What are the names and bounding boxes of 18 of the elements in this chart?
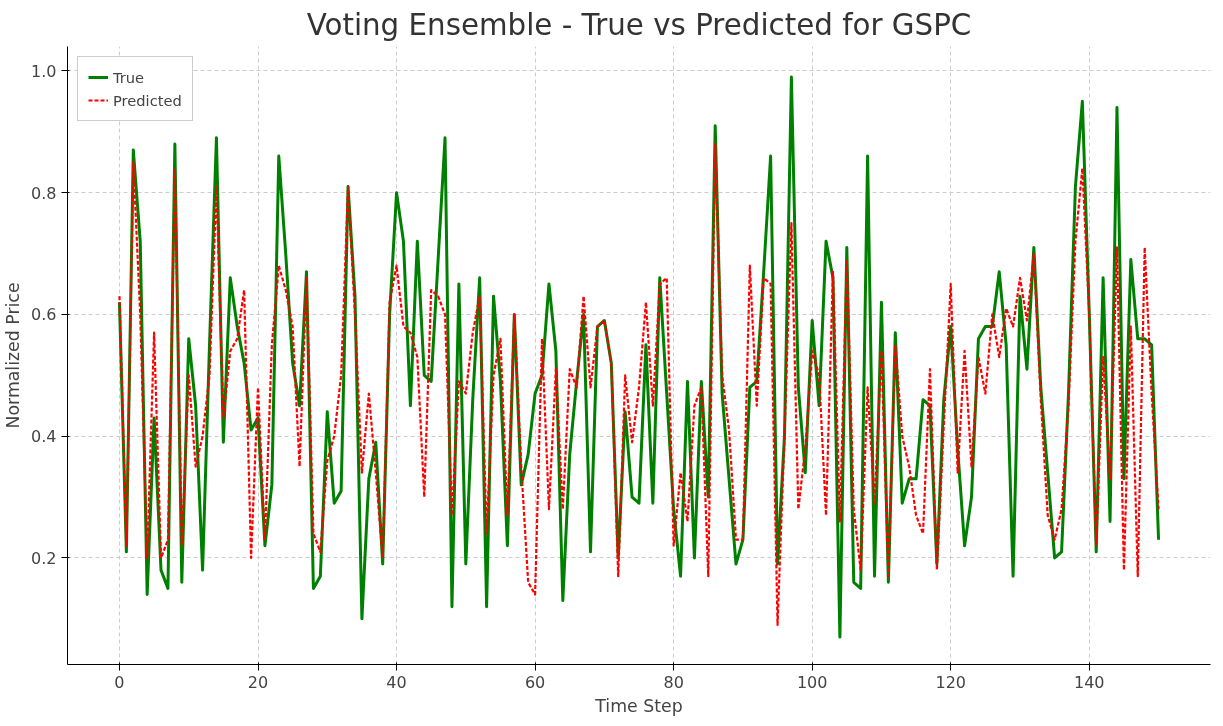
x-tick-label: 0 (114, 672, 125, 692)
x-tick-label: 80 (663, 672, 684, 692)
x-tick-label: 100 (796, 672, 828, 692)
y-tick-label: 0.6 (31, 305, 57, 325)
legend-label: True (113, 68, 145, 86)
legend-label: Predicted (113, 91, 182, 109)
x-tick-label: 20 (247, 672, 269, 692)
y-tick-label: 0.8 (31, 183, 57, 203)
x-axis-title: Time Step (594, 695, 683, 716)
x-tick-label: 140 (1074, 672, 1105, 692)
x-tick-label: 40 (386, 672, 407, 692)
x-tick-label: 60 (524, 672, 546, 692)
y-tick-label: 0.4 (31, 427, 57, 447)
chart-title: Voting Ensemble - True vs Predicted for GSPC (306, 7, 972, 42)
y-tick-label: 0.2 (31, 548, 57, 568)
y-tick-label: 1.0 (31, 61, 57, 81)
x-tick-label: 120 (935, 672, 966, 692)
y-axis-title: Normalized Price (3, 282, 24, 429)
